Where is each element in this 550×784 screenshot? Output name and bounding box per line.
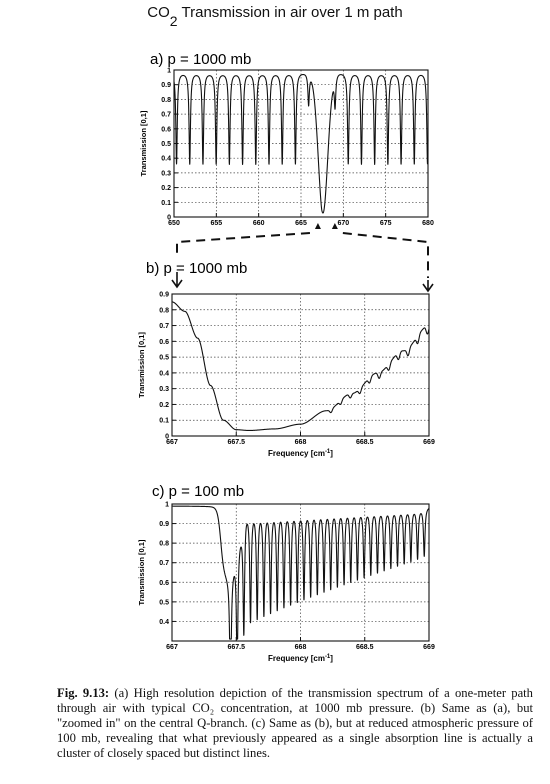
panel-c-x-tick-label: 667 bbox=[166, 644, 178, 651]
zoom-arrow-right-down bbox=[422, 280, 434, 293]
panel-a-y-tick-label: 0.7 bbox=[161, 112, 171, 119]
panel-b-y-tick-label: 0.8 bbox=[159, 307, 169, 314]
panel-a-x-tick-label: 675 bbox=[380, 220, 392, 227]
panel-c-y-tick-label: 0.8 bbox=[159, 541, 169, 548]
panel-a-y-tick-label: 1 bbox=[167, 68, 171, 75]
panel-a-y-tick-label: 0.6 bbox=[161, 126, 171, 133]
panel-b-x-tick-label: 669 bbox=[423, 439, 435, 446]
panel-a-y-tick-label: 0.2 bbox=[161, 185, 171, 192]
panel-c-x-tick-label: 668 bbox=[295, 644, 307, 651]
panel-b-x-tick-label: 668 bbox=[295, 439, 307, 446]
panel-b-x-axis-label: Frequency [cm-1] bbox=[268, 449, 333, 458]
panel-a-series-line bbox=[173, 73, 429, 214]
panel-b-label: b) p = 1000 mb bbox=[146, 260, 247, 277]
caption-text: (a) High resolution depiction of the tra… bbox=[57, 686, 533, 760]
figure-title: CO2 Transmission in air over 1 m path bbox=[0, 4, 550, 29]
panel-c-x-tick-label: 669 bbox=[423, 644, 435, 651]
title-subscript: 2 bbox=[169, 13, 178, 29]
panel-a-y-tick-label: 0.9 bbox=[161, 82, 171, 89]
panel-b-y-tick-label: 0.1 bbox=[159, 418, 169, 425]
zoom-connector-left bbox=[176, 232, 311, 255]
panel-b-x-tick-label: 667.5 bbox=[227, 439, 245, 446]
panel-b-y-axis-label: Transmission [0,1] bbox=[137, 332, 146, 398]
panel-b-y-tick-label: 0 bbox=[165, 434, 169, 441]
figure-canvas: 650 655 660 665 670 675 680 0 0.1 0.2 0.3 0.4 0.5 0.6… bbox=[137, 51, 435, 663]
panel-a-x-tick-label: 655 bbox=[210, 220, 222, 227]
title-co: CO bbox=[147, 4, 170, 21]
panel-c-x-axis-label: Frequency [cm-1] bbox=[268, 654, 333, 663]
zoom-arrow-left-up bbox=[314, 223, 321, 229]
panel-b-y-tick-label: 0.7 bbox=[159, 323, 169, 330]
panel-b-frame bbox=[171, 293, 430, 437]
panel-a-x-tick-label: 670 bbox=[337, 220, 349, 227]
panel-c-y-axis-label: Transmission [0,1] bbox=[137, 539, 146, 605]
panel-b-y-tick-label: 0.2 bbox=[159, 402, 169, 409]
panel-b-series-line bbox=[171, 301, 430, 432]
panel-b-x-tick-label: 667 bbox=[166, 439, 178, 446]
panel-c-x-tick-label: 667.5 bbox=[227, 644, 245, 651]
panel-a-y-axis-label: Transmission [0,1] bbox=[139, 110, 148, 176]
panel-c-y-tick-label: 0.6 bbox=[159, 580, 169, 587]
panel-a-y-tick-label: 0.3 bbox=[161, 170, 171, 177]
panel-a-x-tick-label: 650 bbox=[168, 220, 180, 227]
panel-c-y-tick-label: 0.9 bbox=[159, 521, 169, 528]
panel-c-series-line bbox=[171, 505, 430, 640]
panel-c-label: c) p = 100 mb bbox=[152, 483, 244, 500]
figure-caption: Fig. 9.13: (a) High resolution depiction… bbox=[57, 686, 533, 761]
zoom-arrow-right-up bbox=[331, 223, 338, 229]
panel-c-y-tick-label: 0.5 bbox=[159, 599, 169, 606]
panel-a-x-tick-label: 680 bbox=[422, 220, 434, 227]
panel-a-y-tick-label: 0.1 bbox=[161, 200, 171, 207]
panel-a-y-tick-label: 0.5 bbox=[161, 141, 171, 148]
panel-b-y-tick-label: 0.5 bbox=[159, 355, 169, 362]
panel-c-y-tick-label: 0.7 bbox=[159, 560, 169, 567]
panel-c-frame bbox=[171, 503, 430, 642]
panel-a-label: a) p = 1000 mb bbox=[150, 51, 251, 68]
panel-a-y-tick-label: 0.4 bbox=[161, 156, 171, 163]
panel-b-y-tick-label: 0.3 bbox=[159, 386, 169, 393]
panel-a-x-tick-label: 660 bbox=[253, 220, 265, 227]
panel-b-y-tick-label: 0.4 bbox=[159, 370, 169, 377]
zoom-connector-right bbox=[342, 232, 429, 278]
panel-c-x-tick-label: 668.5 bbox=[356, 644, 374, 651]
zoom-arrow-left-down bbox=[171, 272, 183, 289]
panel-a-y-tick-label: 0.8 bbox=[161, 97, 171, 104]
panel-b-x-tick-label: 668.5 bbox=[356, 439, 374, 446]
panel-c-y-tick-label: 1 bbox=[165, 502, 169, 509]
panel-a-y-tick-label: 0 bbox=[167, 215, 171, 222]
title-rest: Transmission in air over 1 m path bbox=[181, 4, 403, 21]
panel-c-y-tick-label: 0.4 bbox=[159, 619, 169, 626]
panel-a-x-tick-label: 665 bbox=[295, 220, 307, 227]
panel-b-y-tick-label: 0.9 bbox=[159, 292, 169, 299]
panel-b-y-tick-label: 0.6 bbox=[159, 339, 169, 346]
caption-label: Fig. 9.13: bbox=[57, 686, 110, 700]
